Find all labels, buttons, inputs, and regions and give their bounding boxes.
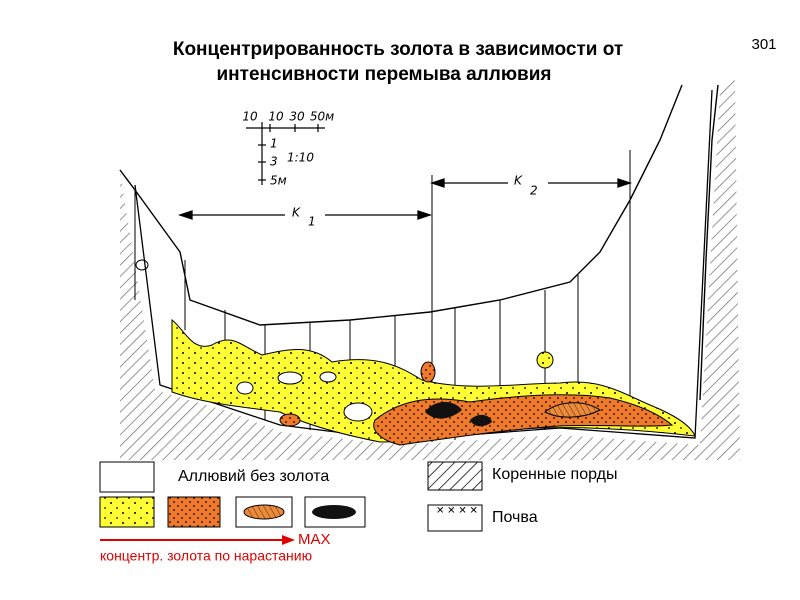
scale-label: 1 [270, 137, 278, 151]
concentration-caption: концентр. золота по нарастанию [100, 548, 312, 564]
legend-symbol [312, 505, 356, 519]
scale-label: 10 [268, 110, 284, 124]
marker [135, 259, 149, 271]
scale-label: 50м [310, 110, 334, 124]
scale-bar [246, 122, 325, 185]
title-line: интенсивности перемыва аллювия [217, 64, 552, 85]
concentration-arrow [282, 535, 295, 545]
valley-wall [699, 84, 719, 401]
legend-swatch [427, 504, 483, 532]
section-label: K [514, 174, 523, 188]
scale-label: 10 [242, 110, 258, 124]
label-bg [285, 202, 325, 228]
legend-swatch [99, 496, 155, 528]
richer-lens [544, 402, 601, 418]
rich-alluvium [279, 413, 301, 427]
page-number: 301 [751, 36, 776, 53]
title-line: Концентрированность золота в зависимости… [173, 39, 623, 60]
richest-lens [425, 402, 462, 419]
max-label: MAX [298, 531, 331, 548]
scale-label: 30 [289, 110, 305, 124]
gold-alluvium [536, 351, 554, 369]
section-subscript: 1 [308, 215, 316, 229]
ground-surface [119, 84, 683, 326]
section-arrow [177, 178, 633, 220]
rich-alluvium [420, 361, 436, 383]
legend-label: Аллювий без золота [178, 468, 329, 485]
label-bg [508, 170, 548, 196]
legend-symbol [243, 504, 285, 520]
scale-label: 3 [270, 155, 278, 169]
section-label: K [292, 206, 301, 220]
legend-swatch [99, 461, 155, 493]
scale-label: 5м [270, 174, 287, 188]
legend-label: Почва [492, 509, 538, 526]
bedrock [120, 80, 740, 460]
legend-swatch [167, 496, 221, 528]
legend-label: Коренные порды [492, 466, 617, 483]
barren-lens [236, 371, 373, 422]
legend-swatch [427, 461, 483, 491]
scale-ratio: 1:10 [287, 151, 314, 165]
richest-lens [470, 414, 492, 427]
legend-symbol: ✕ ✕ ✕ ✕ [436, 506, 478, 517]
section-subscript: 2 [530, 184, 538, 198]
